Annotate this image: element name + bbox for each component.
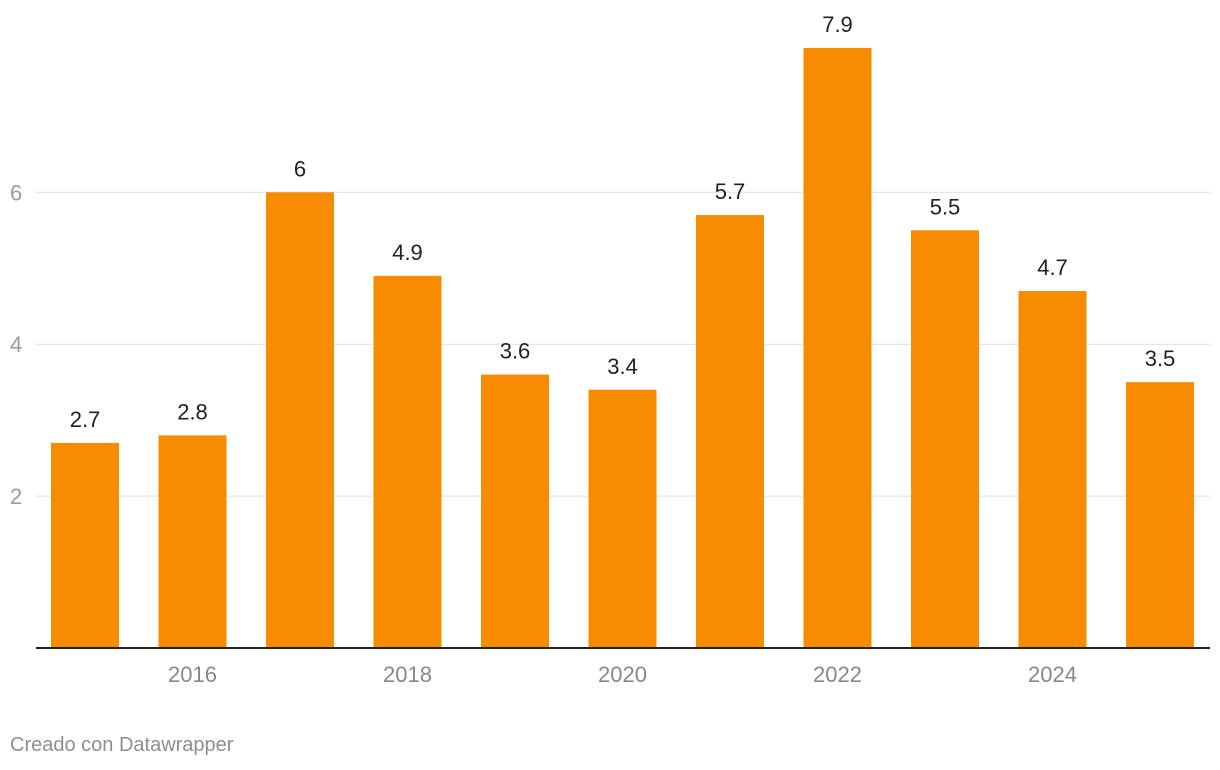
- data-label: 5.7: [715, 179, 746, 204]
- x-tick-label: 2020: [598, 662, 647, 687]
- bar: [911, 230, 979, 648]
- x-tick-label: 2018: [383, 662, 432, 687]
- bar: [158, 435, 227, 648]
- data-label: 6: [294, 156, 306, 181]
- y-tick-label: 4: [10, 332, 22, 357]
- y-tick-label: 2: [10, 484, 22, 509]
- x-tick-label: 2024: [1028, 662, 1077, 687]
- y-axis-ticks: 2 4 6: [10, 180, 22, 509]
- bar-chart: 2.7 2.8 6 4.9 3.6 3.4 5.7 7.9 5.5 4.7 3.5 2016 2018…: [10, 12, 1210, 687]
- bar: [1018, 291, 1087, 648]
- bar: [696, 215, 764, 648]
- bar: [588, 389, 657, 648]
- data-label: 7.9: [822, 12, 853, 37]
- bar: [481, 374, 549, 648]
- data-label: 3.4: [607, 354, 638, 379]
- footer-credit: Creado con Datawrapper: [10, 734, 234, 756]
- data-label: 4.9: [392, 240, 423, 265]
- bar: [266, 192, 334, 648]
- data-labels: 2.7 2.8 6 4.9 3.6 3.4 5.7 7.9 5.5 4.7 3.5: [70, 12, 1176, 432]
- y-tick-label: 6: [10, 180, 22, 205]
- data-label: 3.6: [500, 339, 531, 364]
- data-label: 5.5: [930, 194, 961, 219]
- bar: [1126, 382, 1194, 648]
- bar: [51, 442, 119, 648]
- data-label: 4.7: [1037, 255, 1068, 280]
- data-label: 2.7: [70, 407, 101, 432]
- x-tick-label: 2022: [813, 662, 862, 687]
- bar: [803, 48, 872, 648]
- x-tick-label: 2016: [168, 662, 217, 687]
- x-axis-ticks: 2016 2018 2020 2022 2024: [168, 662, 1077, 687]
- bars: [51, 48, 1194, 648]
- data-label: 3.5: [1145, 346, 1176, 371]
- bar: [373, 275, 442, 648]
- data-label: 2.8: [177, 399, 208, 424]
